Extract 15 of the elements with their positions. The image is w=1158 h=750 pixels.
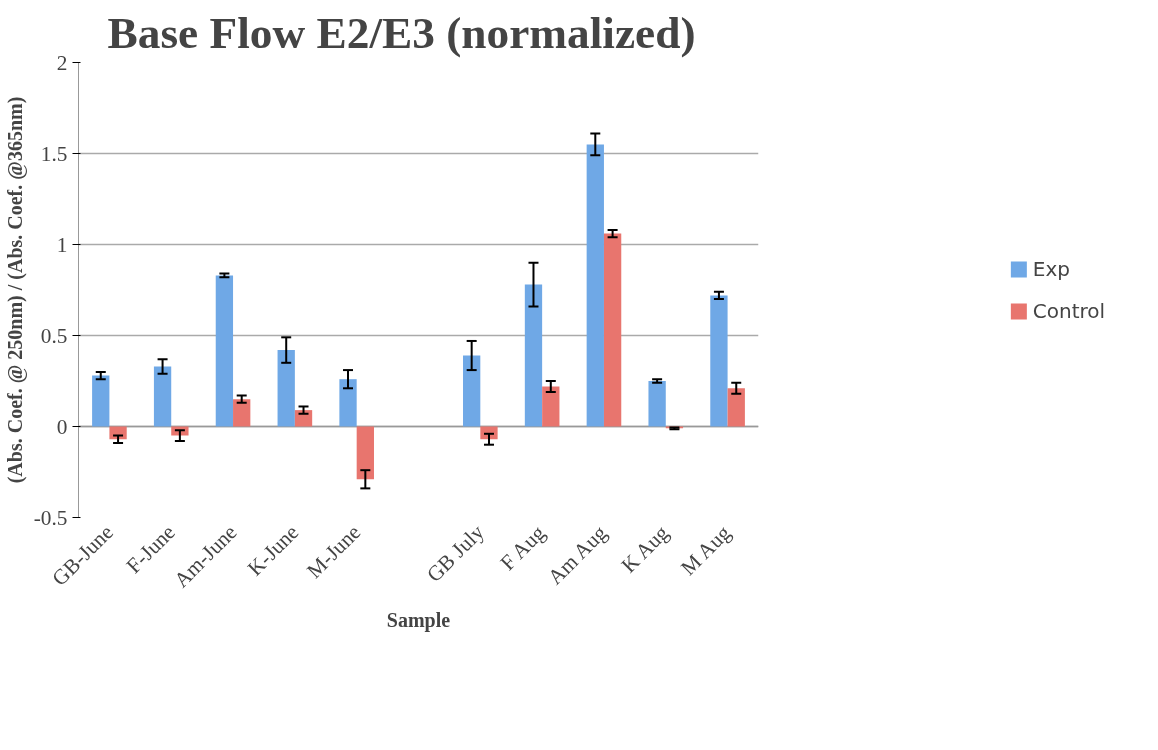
y-tick-label: 0.5 [40,323,68,348]
x-tick-label: F Aug [495,520,551,576]
x-tick-label: M Aug [675,520,736,581]
y-tick-label: 2 [56,50,68,75]
legend-label: Control [1032,298,1106,323]
y-tick-label: 1 [56,232,68,257]
y-axis-title: (Abs. Coef. @ 250nm) / (Abs. Coef. @365nm) [3,96,27,484]
x-tick-label: K Aug [616,520,674,578]
y-tick-label: 1.5 [40,141,68,166]
legend-label: Exp [1032,256,1071,281]
chart-title: Base Flow E2/E3 (normalized) [107,7,696,58]
y-tick-label: -0.5 [33,505,68,530]
x-axis-title: Sample [386,608,451,632]
y-tick-label: 0 [56,414,68,439]
x-tick-label: GB July [421,519,490,587]
